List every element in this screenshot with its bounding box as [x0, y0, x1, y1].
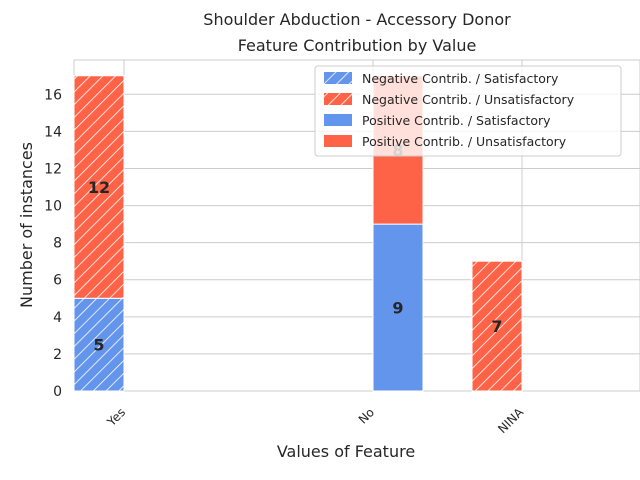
bar-hatch	[74, 75, 124, 299]
y-tick-label: 2	[53, 347, 62, 363]
y-tick-label: 12	[44, 161, 62, 177]
legend-swatch	[324, 135, 352, 147]
bars-layer	[73, 75, 523, 392]
x-tick-label: NINA	[495, 405, 526, 436]
data-label: 12	[88, 178, 110, 197]
x-axis-title: Values of Feature	[277, 442, 415, 461]
chart-title-line1: Shoulder Abduction - Accessory Donor	[203, 10, 511, 29]
y-tick-label: 16	[44, 87, 62, 103]
y-tick-label: 0	[53, 384, 62, 400]
x-tick-label: No	[356, 405, 377, 426]
data-label: 7	[491, 317, 502, 336]
legend: Negative Contrib. / Satisfactory Negative…	[314, 65, 622, 157]
y-tick-label: 6	[53, 273, 62, 289]
y-tick-label: 8	[53, 236, 62, 252]
y-tick-label: 10	[44, 199, 62, 215]
legend-swatch	[324, 114, 352, 126]
legend-label: Positive Contrib. / Satisfactory	[362, 113, 551, 128]
legend-label: Negative Contrib. / Unsatisfactory	[362, 92, 575, 107]
legend-label: Negative Contrib. / Satisfactory	[362, 71, 559, 86]
legend-swatch-hatch	[324, 93, 352, 105]
legend-items: Negative Contrib. / Satisfactory Negative…	[324, 71, 575, 149]
y-tick-label: 14	[44, 124, 62, 140]
x-tick-label: Yes	[104, 405, 128, 429]
bar-hatch	[74, 298, 124, 391]
data-label: 9	[392, 299, 403, 318]
y-tick-label: 4	[53, 310, 62, 326]
y-axis-title: Number of instances	[17, 142, 36, 308]
y-tick-labels: 0 2 4 6 8 10 12 14 16	[44, 87, 62, 400]
legend-swatch-hatch	[324, 72, 352, 84]
chart-title-line2: Feature Contribution by Value	[238, 36, 477, 55]
data-labels-layer: 512987	[88, 141, 503, 355]
bar-segment	[372, 223, 424, 392]
bar-hatch	[472, 261, 522, 391]
data-label: 5	[93, 336, 104, 355]
x-tick-labels: Yes No NINA	[104, 405, 527, 436]
legend-frame	[314, 65, 622, 157]
legend-label: Positive Contrib. / Unsatisfactory	[362, 134, 567, 149]
